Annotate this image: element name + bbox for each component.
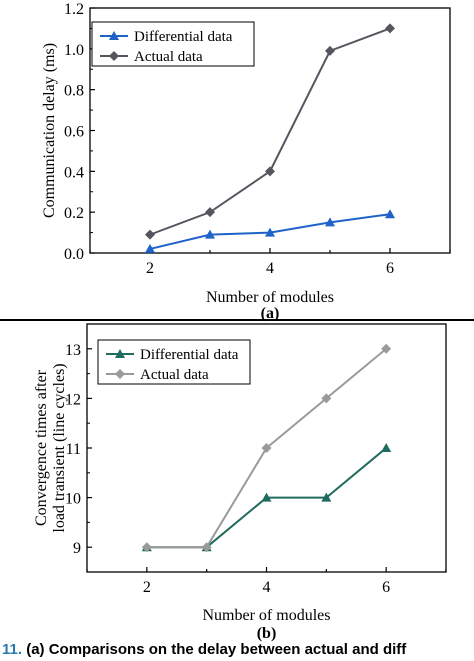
chart-a: 0.0 0.2 0.4 0.6 0.8 1.0 1.2 2 4 6 Number of module… <box>41 1 451 322</box>
data-point-triangle <box>265 227 275 237</box>
y-tick-label: 10 <box>65 491 81 508</box>
legend-marker-triangle <box>109 31 119 40</box>
legend-marker-diamond <box>115 369 125 379</box>
data-point-diamond <box>201 542 212 553</box>
legend-label: Actual data <box>140 367 209 383</box>
data-point-diamond <box>321 393 332 404</box>
data-point-diamond <box>141 542 152 553</box>
x-tick-label: 4 <box>263 579 271 596</box>
y-tick-label: 1.0 <box>64 42 84 59</box>
panel-label: (a) <box>261 305 280 322</box>
data-point-triangle <box>381 443 392 452</box>
x-tick-label: 4 <box>266 260 274 277</box>
y-tick-label: 0.4 <box>64 164 84 181</box>
x-tick-label: 6 <box>386 260 394 277</box>
data-point-triangle <box>321 492 332 502</box>
data-point-diamond <box>385 23 395 34</box>
y-axis-label: load transient (line cycles) <box>51 363 68 532</box>
data-point-triangle <box>325 217 335 227</box>
y-axis-label: Communication delay (ms) <box>41 43 58 218</box>
data-point-triangle <box>145 243 155 253</box>
y-tick-label: 0.8 <box>64 83 84 100</box>
legend-box <box>97 339 251 385</box>
y-tick-label: 1.2 <box>64 1 84 18</box>
legend-label: Differential data <box>140 347 239 363</box>
legend-box <box>91 21 255 67</box>
panel-label: (b) <box>257 625 277 642</box>
y-tick-label: 0.2 <box>64 205 84 222</box>
x-tick-label: 2 <box>143 579 151 596</box>
figure-number: 11. <box>2 641 23 658</box>
y-tick-label: 12 <box>65 391 81 408</box>
data-point-diamond <box>325 45 335 56</box>
data-point-diamond <box>265 166 275 177</box>
x-axis-label: Number of modules <box>206 289 334 306</box>
caption-text: (a) Comparisons on the delay between act… <box>26 641 407 658</box>
legend-label: Actual data <box>134 49 203 65</box>
data-point-diamond <box>205 207 215 218</box>
y-axis-label: Convergence times after <box>33 369 50 526</box>
x-tick-label: 2 <box>146 260 154 277</box>
y-tick-label: 0.0 <box>64 246 84 263</box>
data-point-diamond <box>381 343 392 354</box>
legend-marker-diamond <box>109 51 119 61</box>
y-tick-label: 0.6 <box>64 124 84 141</box>
figure-caption: 11. (a) Comparisons on the delay between… <box>0 641 474 661</box>
chart-b: 9 10 11 12 13 2 4 6 Number of modules(b) Converge… <box>33 323 447 642</box>
data-point-diamond <box>261 443 272 453</box>
y-tick-label: 9 <box>73 540 81 557</box>
x-tick-label: 6 <box>382 579 390 596</box>
data-point-diamond <box>145 229 155 240</box>
panel-divider <box>0 319 474 321</box>
data-point-triangle <box>385 209 395 219</box>
y-tick-label: 13 <box>65 342 81 359</box>
y-tick-label: 11 <box>66 441 81 458</box>
data-point-triangle <box>261 492 272 502</box>
data-point-triangle <box>205 229 215 239</box>
legend-label: Differential data <box>134 29 233 45</box>
x-axis-label: Number of modules <box>203 607 331 624</box>
legend-marker-triangle <box>115 349 125 358</box>
